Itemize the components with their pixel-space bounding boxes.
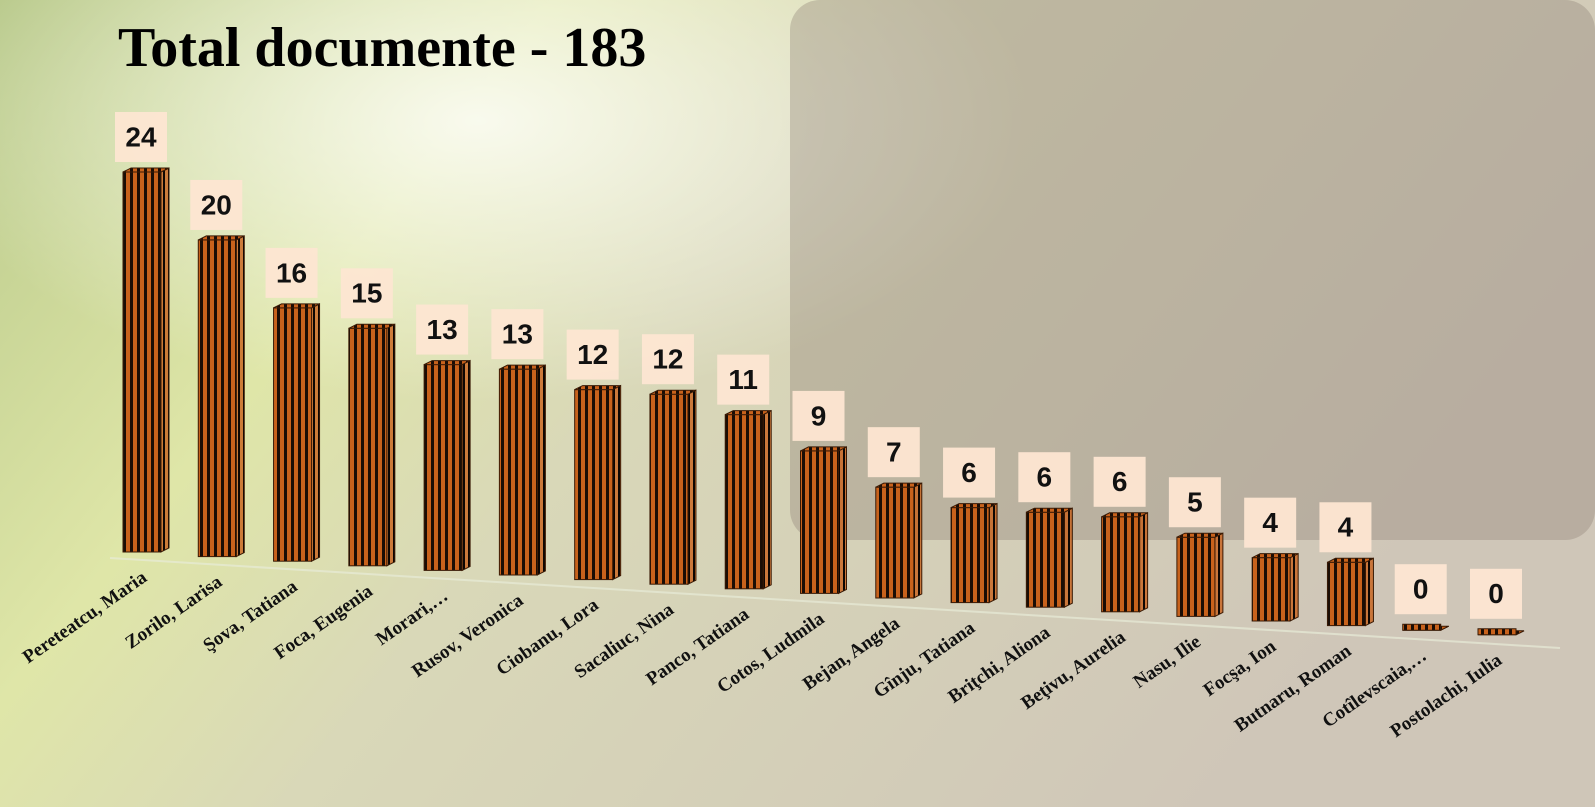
value-label: 5 (1187, 487, 1203, 518)
bar (650, 394, 688, 584)
bar (725, 415, 763, 589)
value-label: 12 (577, 339, 608, 370)
bar-top (198, 236, 244, 240)
bar-top (801, 447, 847, 451)
bar (876, 487, 914, 598)
bar (1177, 537, 1215, 616)
bar-top (575, 386, 621, 390)
bar (1327, 562, 1365, 625)
value-label: 4 (1262, 507, 1278, 538)
bar-side (537, 365, 545, 575)
bar-top (650, 390, 696, 394)
bar-side (312, 304, 320, 561)
bar-side (462, 361, 470, 571)
bar-top (725, 411, 771, 415)
value-label: 4 (1338, 512, 1354, 543)
value-label: 11 (728, 364, 758, 395)
value-label: 13 (502, 319, 533, 350)
bar (575, 390, 613, 580)
value-label: 9 (811, 400, 827, 431)
bar-top (499, 365, 545, 369)
value-label: 20 (201, 189, 232, 220)
bar-side (1140, 513, 1148, 612)
value-label: 6 (1112, 466, 1128, 497)
bar-side (1064, 508, 1072, 607)
bar-side (1290, 554, 1298, 621)
bar-top (349, 324, 395, 328)
bar-top (1177, 533, 1223, 537)
value-label: 16 (276, 257, 307, 288)
value-label: 24 (125, 121, 157, 152)
bar-side (613, 386, 621, 580)
bar (499, 369, 537, 575)
bar (951, 508, 989, 603)
bar-top (1252, 554, 1298, 558)
bar (274, 308, 312, 561)
bar-top (424, 361, 470, 365)
bar (1102, 517, 1140, 612)
value-label: 7 (886, 437, 902, 468)
bar-side (161, 168, 169, 552)
bar-top (123, 168, 169, 172)
bar-top (274, 304, 320, 308)
bar-slab (1478, 629, 1516, 635)
bar-side (1365, 558, 1373, 625)
value-label: 15 (351, 278, 382, 309)
bar-slab (1403, 624, 1441, 630)
bar-top (1327, 558, 1373, 562)
bar-side (1215, 533, 1223, 616)
page: {"chart_data": {"type": "bar", "title": … (0, 0, 1595, 807)
bar-top (1026, 508, 1072, 512)
bar-top (1102, 513, 1148, 517)
value-label: 0 (1488, 578, 1504, 609)
chart: Total documente - 183 24Pereteatcu, Mari… (0, 0, 1595, 807)
value-label: 12 (652, 344, 683, 375)
bar-side (989, 504, 997, 603)
bar (349, 328, 387, 566)
bar-top (951, 504, 997, 508)
bar (1252, 558, 1290, 621)
value-label: 0 (1413, 574, 1429, 605)
chart-title: Total documente - 183 (118, 17, 646, 79)
bar-top (876, 483, 922, 487)
value-label: 6 (961, 457, 977, 488)
bar (1026, 512, 1064, 607)
bar (424, 365, 462, 571)
bar-side (763, 411, 771, 589)
bar-side (236, 236, 244, 557)
value-label: 13 (427, 314, 458, 345)
bar-side (387, 324, 395, 566)
bar-side (839, 447, 847, 594)
value-label: 6 (1037, 462, 1053, 493)
bar (198, 240, 236, 557)
bar-side (914, 483, 922, 598)
bar-side (688, 390, 696, 584)
bar (123, 172, 161, 552)
bar (801, 451, 839, 594)
